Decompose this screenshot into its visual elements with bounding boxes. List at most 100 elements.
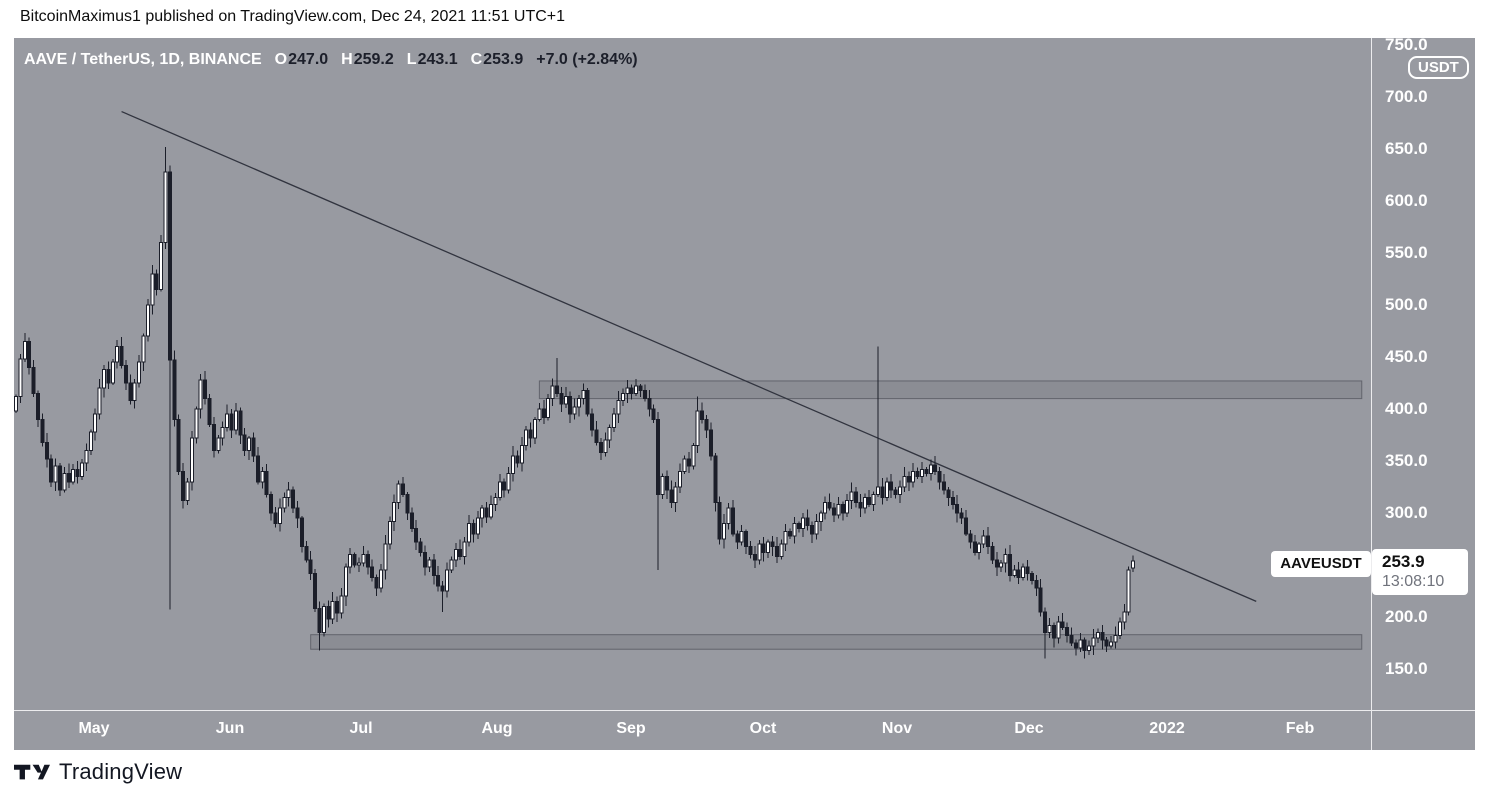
candle xyxy=(581,389,586,400)
candle xyxy=(770,541,775,547)
candle xyxy=(546,398,551,418)
resistance-zone xyxy=(538,380,1363,400)
candle xyxy=(845,500,850,514)
snapshot-attribution-bar: BitcoinMaximus1 published on TradingView… xyxy=(0,0,1489,38)
price-axis[interactable]: USDT 750.0 700.0 650.0 600.0 550.0 500.0 450.0… xyxy=(1371,38,1475,750)
candle xyxy=(75,468,80,478)
candle xyxy=(1047,624,1052,634)
candle xyxy=(515,455,520,464)
candle xyxy=(994,559,999,568)
candle xyxy=(836,504,841,516)
candle xyxy=(717,502,722,540)
candle xyxy=(348,554,353,568)
candle xyxy=(396,483,401,504)
symbol-price-tag: AAVEUSDT xyxy=(1271,551,1371,577)
candle xyxy=(247,437,252,452)
candle xyxy=(18,358,23,398)
time-axis[interactable]: May Jun Jul Aug Sep Oct Nov Dec 2022 Feb xyxy=(14,710,1475,750)
candle xyxy=(488,504,493,518)
candle xyxy=(528,429,533,439)
candle xyxy=(484,507,489,518)
candle xyxy=(387,520,392,545)
candle xyxy=(1069,635,1074,644)
candle xyxy=(431,559,436,576)
candle xyxy=(277,507,282,524)
candle xyxy=(35,392,40,420)
candle xyxy=(291,489,296,509)
candle xyxy=(119,346,124,366)
currency-unit-badge[interactable]: USDT xyxy=(1408,56,1469,79)
candle xyxy=(458,548,463,558)
time-tick-label: Jul xyxy=(349,720,373,737)
attribution-text: BitcoinMaximus1 published on TradingView… xyxy=(20,8,566,25)
candle xyxy=(255,455,260,483)
price-tick-label: 450.0 xyxy=(1385,347,1428,366)
price-tick-label: 650.0 xyxy=(1385,139,1428,158)
candle xyxy=(22,340,27,360)
candle xyxy=(1025,566,1030,574)
candle xyxy=(832,507,837,516)
candle xyxy=(880,486,885,498)
candle xyxy=(616,400,621,415)
candle xyxy=(141,335,146,363)
candle xyxy=(198,379,203,410)
candle xyxy=(101,368,106,389)
candle xyxy=(642,389,647,400)
last-price-value: 253.9 xyxy=(1382,552,1425,571)
candle xyxy=(137,361,142,384)
candle xyxy=(660,476,665,495)
candle xyxy=(603,439,608,454)
candle xyxy=(937,470,942,483)
candle xyxy=(1012,569,1017,576)
candle xyxy=(123,364,128,384)
candle xyxy=(313,572,318,610)
candle xyxy=(854,491,859,504)
time-tick-label: Jun xyxy=(215,720,245,737)
candle xyxy=(14,396,18,412)
candle xyxy=(607,427,612,441)
candle xyxy=(207,398,212,426)
descending-trendline xyxy=(121,110,1257,602)
tradingview-logo[interactable]: TradingView xyxy=(14,759,182,785)
candle xyxy=(93,413,98,433)
candle xyxy=(897,486,902,495)
candle xyxy=(629,387,634,394)
candle xyxy=(766,541,771,554)
candle xyxy=(946,489,951,498)
candle xyxy=(915,470,920,478)
candle xyxy=(220,427,225,439)
candle xyxy=(1113,635,1118,643)
candle xyxy=(673,486,678,504)
candle xyxy=(317,608,322,634)
candle xyxy=(783,531,788,545)
candle xyxy=(321,606,326,634)
candle xyxy=(963,517,968,535)
candle xyxy=(330,600,335,620)
candle xyxy=(150,273,155,306)
candle xyxy=(132,382,137,402)
candle xyxy=(524,429,529,446)
candle xyxy=(273,512,278,524)
candle xyxy=(1016,569,1021,578)
candle xyxy=(352,554,357,566)
price-chart-plot[interactable] xyxy=(14,38,1475,750)
candle xyxy=(1056,621,1061,639)
candle xyxy=(480,507,485,519)
candle xyxy=(110,361,115,384)
chart-canvas[interactable]: AAVE / TetherUS, 1D, BINANCE O247.0 H259… xyxy=(14,38,1475,750)
candle xyxy=(423,552,428,568)
price-tick-label: 500.0 xyxy=(1385,295,1428,314)
candle xyxy=(475,517,480,535)
time-tick-label: Sep xyxy=(616,720,646,737)
candle xyxy=(735,533,740,543)
candle xyxy=(572,406,577,415)
candle xyxy=(1104,639,1109,647)
time-tick-label: Aug xyxy=(481,720,513,737)
candle xyxy=(924,468,929,474)
candle xyxy=(445,569,450,592)
candle xyxy=(1095,632,1100,639)
candle xyxy=(163,171,168,244)
candle xyxy=(941,481,946,491)
candle xyxy=(31,366,36,394)
candle xyxy=(814,520,819,535)
